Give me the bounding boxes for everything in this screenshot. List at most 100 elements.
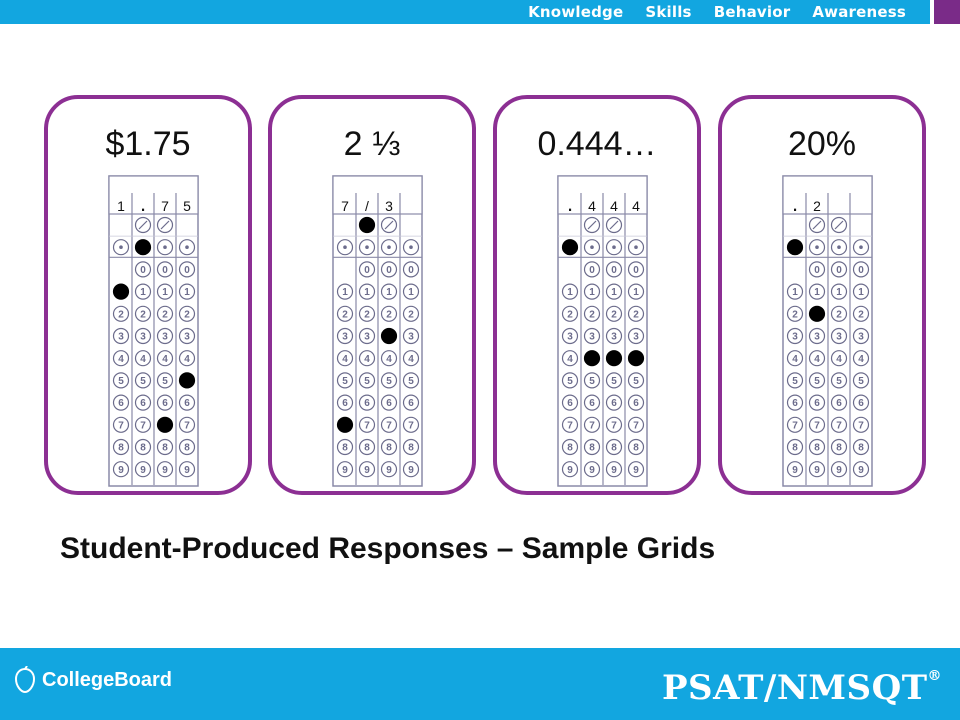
answer-bubble: [561, 350, 579, 367]
nav-item-knowledge[interactable]: Knowledge: [528, 3, 624, 21]
answer-bubble: [156, 350, 174, 367]
digit-mark: 6: [342, 398, 348, 409]
answer-bubble: [358, 372, 376, 389]
digit-mark: 8: [162, 443, 168, 454]
digit-mark: 9: [408, 465, 414, 476]
answer-bubble: [808, 261, 826, 278]
digit-mark: 1: [633, 287, 639, 298]
digit-mark: 7: [611, 420, 617, 431]
digit-mark: 9: [633, 465, 639, 476]
answer-bubble: [380, 438, 398, 456]
filled-bubble: [583, 350, 601, 367]
dot-mark: [163, 245, 167, 249]
answer-bubble: [112, 438, 130, 456]
answer-bubble: [808, 350, 826, 367]
answer-bubble: [178, 350, 196, 367]
answer-bubble: [830, 350, 848, 367]
digit-mark: 2: [162, 309, 168, 320]
written-char: 5: [183, 198, 191, 214]
acorn-icon: [14, 666, 36, 694]
digit-mark: 1: [611, 287, 617, 298]
slash-mark: [384, 220, 394, 230]
filled-bubble: [134, 239, 152, 256]
digit-mark: 3: [814, 332, 820, 343]
digit-mark: 5: [364, 376, 370, 387]
nav-item-behavior[interactable]: Behavior: [713, 3, 791, 21]
answer-bubble: [786, 372, 804, 389]
nav-item-skills[interactable]: Skills: [645, 3, 692, 21]
purple-corner-tab: [934, 0, 960, 24]
digit-mark: 4: [792, 354, 798, 365]
digit-mark: 6: [858, 398, 864, 409]
answer-bubble: [402, 305, 420, 322]
slash-mark: [834, 220, 844, 230]
dot-mark: [837, 245, 841, 249]
digit-mark: 3: [342, 332, 348, 343]
digit-mark: 4: [364, 354, 370, 365]
written-char: .: [140, 191, 146, 216]
digit-mark: 7: [792, 420, 798, 431]
written-char: .: [792, 191, 798, 216]
digit-mark: 7: [140, 420, 146, 431]
answer-bubble: [112, 305, 130, 322]
answer-bubble: [358, 461, 376, 478]
answer-bubble: [134, 350, 152, 367]
digit-mark: 2: [589, 309, 595, 320]
answer-bubble: [583, 283, 601, 300]
answer-bubble: [156, 327, 174, 345]
answer-bubble: [358, 438, 376, 456]
digit-mark: 2: [858, 309, 864, 320]
digit-mark: 7: [589, 420, 595, 431]
digit-mark: 6: [814, 398, 820, 409]
dot-mark: [634, 245, 638, 249]
answer-bubble: [605, 438, 623, 456]
answer-bubble: [627, 261, 645, 278]
filled-bubble: [112, 283, 130, 300]
answer-bubble: [627, 283, 645, 300]
answer-bubble: [134, 305, 152, 322]
digit-mark: 9: [342, 465, 348, 476]
answer-bubble: [852, 261, 870, 278]
answer-bubble: [402, 416, 420, 433]
answer-bubble: [112, 327, 130, 345]
answer-bubble: [561, 461, 579, 478]
dot-mark: [590, 245, 594, 249]
answer-bubble: [156, 261, 174, 278]
digit-mark: 8: [858, 443, 864, 454]
answer-bubble: [830, 327, 848, 345]
digit-mark: 8: [140, 443, 146, 454]
digit-mark: 2: [408, 309, 414, 320]
answer-bubble: [156, 394, 174, 411]
digit-mark: 8: [611, 443, 617, 454]
answer-grid: . 2 0 0 0 1 1 1 1 2 2 2 3 3 3 3 4 4 4 4 5 5 5 5 6 6 6 6 7 7 7 7 8 8 8 8 9 9 9 9: [782, 175, 873, 487]
answer-bubble: [358, 283, 376, 300]
digit-mark: 6: [140, 398, 146, 409]
answer-bubble: [402, 438, 420, 456]
digit-mark: 0: [184, 265, 190, 276]
panel-title: 0.444…: [537, 125, 657, 163]
digit-mark: 3: [140, 332, 146, 343]
filled-bubble: [380, 327, 398, 345]
answer-bubble: [786, 305, 804, 322]
answer-bubble: [583, 372, 601, 389]
digit-mark: 7: [836, 420, 842, 431]
footer-bar: CollegeBoard PSAT/NMSQT®: [0, 648, 960, 720]
filled-bubble: [605, 350, 623, 367]
answer-bubble: [178, 305, 196, 322]
nav-item-awareness[interactable]: Awareness: [812, 3, 906, 21]
digit-mark: 8: [836, 443, 842, 454]
answer-bubble: [336, 461, 354, 478]
slide-caption: Student-Produced Responses – Sample Grid…: [60, 532, 716, 565]
written-char: /: [365, 198, 369, 214]
answer-bubble: [134, 416, 152, 433]
answer-bubble: [380, 305, 398, 322]
answer-bubble: [561, 305, 579, 322]
digit-mark: 2: [364, 309, 370, 320]
answer-bubble: [852, 283, 870, 300]
digit-mark: 1: [792, 287, 798, 298]
digit-mark: 3: [567, 332, 573, 343]
digit-mark: 7: [567, 420, 573, 431]
answer-bubble: [830, 461, 848, 478]
answer-bubble: [380, 394, 398, 411]
answer-bubble: [112, 372, 130, 389]
